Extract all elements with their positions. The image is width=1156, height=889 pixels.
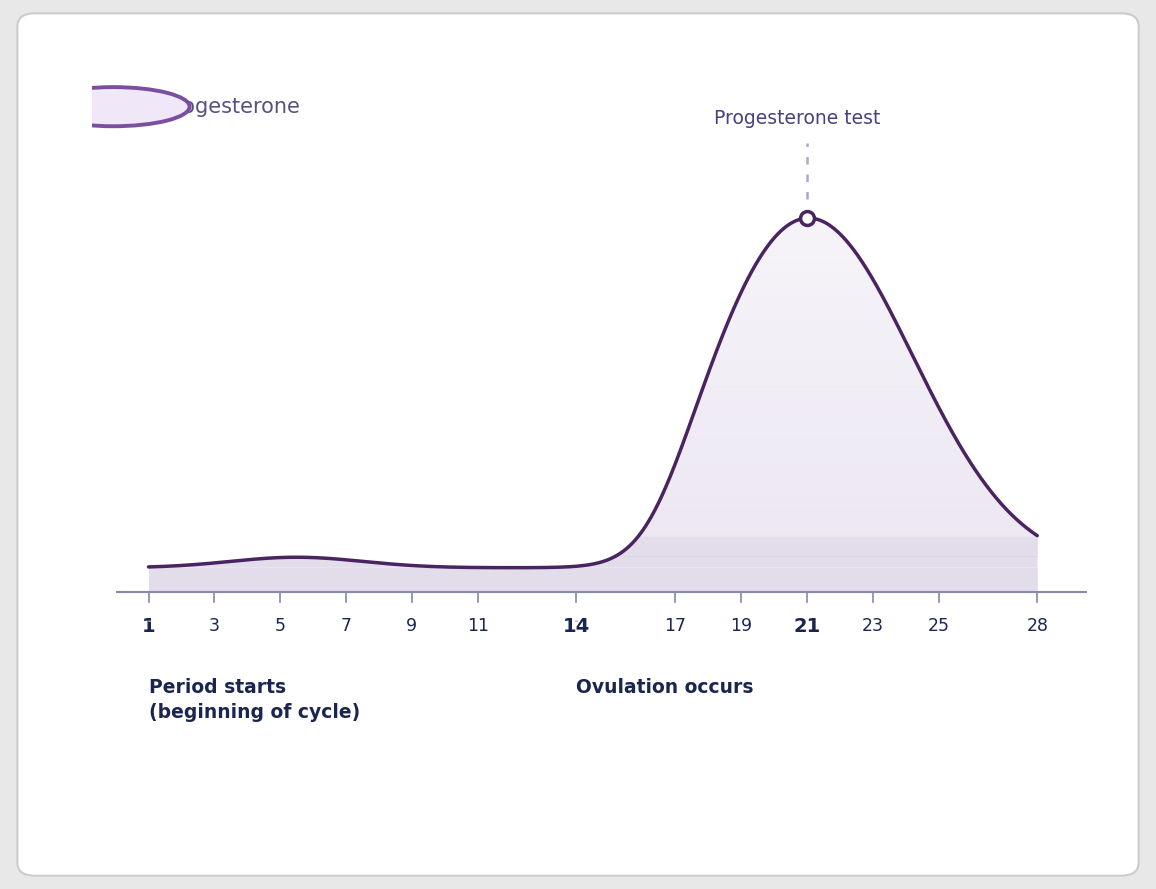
Text: 17: 17 (665, 617, 687, 635)
Text: 23: 23 (861, 617, 883, 635)
Text: 28: 28 (1027, 617, 1048, 635)
Text: 9: 9 (406, 617, 417, 635)
Text: Progesterone: Progesterone (162, 97, 299, 116)
Text: 11: 11 (467, 617, 489, 635)
Text: 25: 25 (927, 617, 949, 635)
Text: 21: 21 (793, 617, 821, 636)
Text: 5: 5 (275, 617, 286, 635)
Text: Progesterone test: Progesterone test (713, 109, 880, 128)
Circle shape (37, 87, 190, 126)
Text: 7: 7 (341, 617, 351, 635)
Text: 1: 1 (142, 617, 155, 636)
Text: 14: 14 (563, 617, 590, 636)
Text: Ovulation occurs: Ovulation occurs (577, 678, 754, 698)
Text: 3: 3 (209, 617, 220, 635)
Text: Period starts
(beginning of cycle): Period starts (beginning of cycle) (148, 678, 360, 723)
Text: 19: 19 (729, 617, 753, 635)
